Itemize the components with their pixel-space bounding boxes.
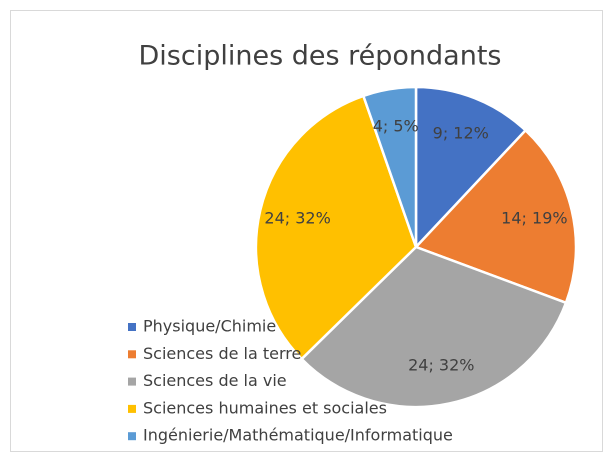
pie-slice: [414, 85, 528, 251]
legend-label: Ingénierie/Mathématique/Informatique: [143, 426, 453, 445]
legend-label: Sciences humaines et sociales: [143, 398, 387, 417]
data-label: 14; 19%: [501, 209, 567, 228]
legend-swatch: [128, 404, 136, 413]
legend-swatch: [128, 350, 136, 359]
pie-slice: [413, 128, 578, 305]
legend-swatch: [128, 377, 136, 386]
chart-title: Disciplines des répondants: [139, 41, 502, 72]
pie-slice: [254, 94, 418, 361]
data-label: 24; 32%: [264, 209, 330, 228]
legend-swatch: [128, 323, 136, 331]
data-label: 9; 12%: [433, 123, 489, 142]
legend-swatch: [128, 432, 136, 441]
legend-label: Sciences de la terre: [143, 344, 301, 363]
data-label: 24; 32%: [408, 355, 474, 374]
data-label: 4; 5%: [373, 117, 419, 136]
pie-slice: [299, 245, 568, 409]
legend-label: Physique/Chimie: [143, 317, 276, 336]
legend-label: Sciences de la vie: [143, 371, 287, 390]
pie-slice: [361, 85, 418, 248]
